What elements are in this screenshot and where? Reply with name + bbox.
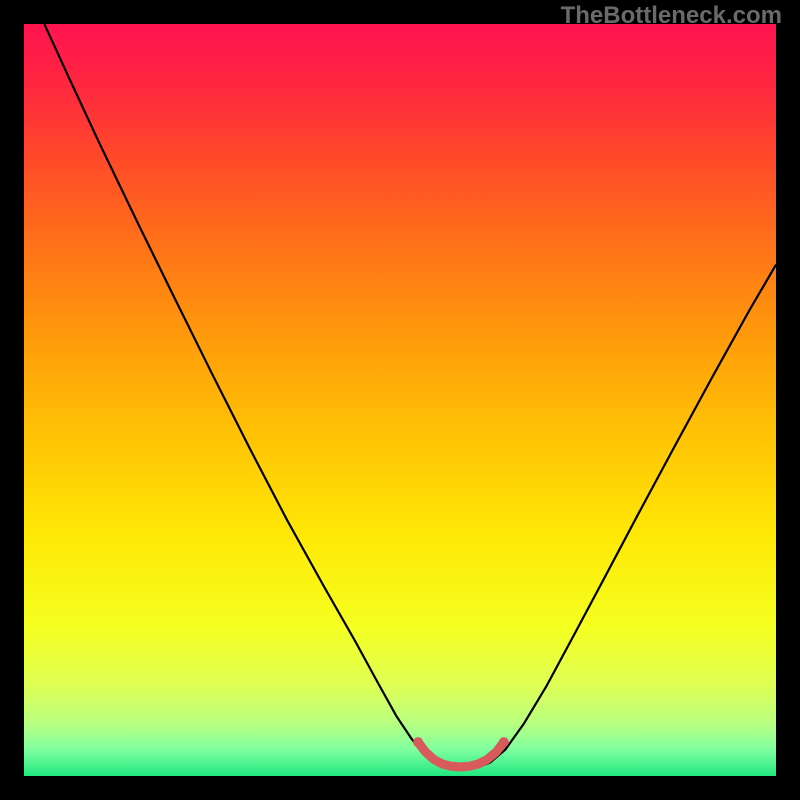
watermark-text: TheBottleneck.com [561, 2, 782, 30]
highlight-end-dot [499, 737, 509, 747]
gradient-background [24, 24, 776, 776]
plot-svg [24, 24, 776, 776]
figure-root: TheBottleneck.com [0, 0, 800, 800]
highlight-start-dot [413, 737, 423, 747]
plot-area [24, 24, 776, 776]
